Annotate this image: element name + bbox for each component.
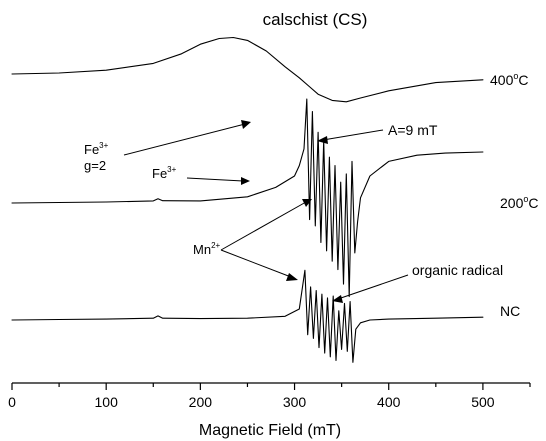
arrow-fe-200 [186,177,244,182]
annotation-mn: Mn2+ [193,241,221,257]
annotation-fe-g2-line2: g=2 [84,158,106,173]
series-label: NC [500,303,520,319]
arrow-fe-200-head [241,177,250,185]
annotation-fe-g2-sup: 3+ [99,141,108,150]
arrow-organic [337,274,409,300]
series-label-sup: o [513,71,518,81]
series-label-tail: C [518,72,528,88]
annotation-fe-g2-main: Fe [84,142,99,157]
x-tick-label: 500 [471,394,495,410]
x-axis-label: Magnetic Field (mT) [199,422,341,439]
series-label-base: 200 [500,195,524,211]
series-label-tail: C [528,195,538,211]
arrow-mn-up [220,201,307,251]
arrow-mn-down-head [286,273,298,281]
series-line [11,36,484,103]
arrow-organic-head [332,295,343,303]
series-line [11,269,484,363]
x-tick-label: 300 [283,394,307,410]
arrow-fe-g2 [123,123,246,156]
annotation-organic: organic radical [412,262,503,278]
arrow-a9 [322,129,384,141]
arrow-mn-up-head [302,199,312,207]
series-label: 400oC [490,71,529,88]
annotations: Fe3+ g=2 A=9 mT Fe3+ Mn2+ organic radica… [84,120,503,303]
x-axis: 0 100 200 300 400 500 [8,382,531,410]
annotation-fe-200-sup: 3+ [167,165,176,174]
series-label-base: 400 [490,72,514,88]
x-tick-label: 0 [8,394,16,410]
x-tick-label: 400 [377,394,401,410]
x-tick-label: 200 [189,394,213,410]
annotation-a9: A=9 mT [388,122,438,138]
annotation-mn-sup: 2+ [211,241,220,250]
series-label-base: NC [500,303,520,319]
x-axis-ticks: 0 100 200 300 400 500 [8,383,531,410]
annotation-fe-g2: Fe3+ [84,141,109,157]
annotation-mn-main: Mn [193,242,211,257]
x-tick-label: 100 [95,394,119,410]
series-label-sup: o [523,194,528,204]
annotation-fe-200: Fe3+ [152,165,177,181]
chart-title: calschist (CS) [263,10,368,29]
annotation-fe-200-main: Fe [152,166,167,181]
series-label: 200oC [500,194,539,211]
arrow-a9-head [317,136,328,144]
arrow-mn-down [220,249,292,278]
arrow-fe-g2-head [241,120,251,129]
